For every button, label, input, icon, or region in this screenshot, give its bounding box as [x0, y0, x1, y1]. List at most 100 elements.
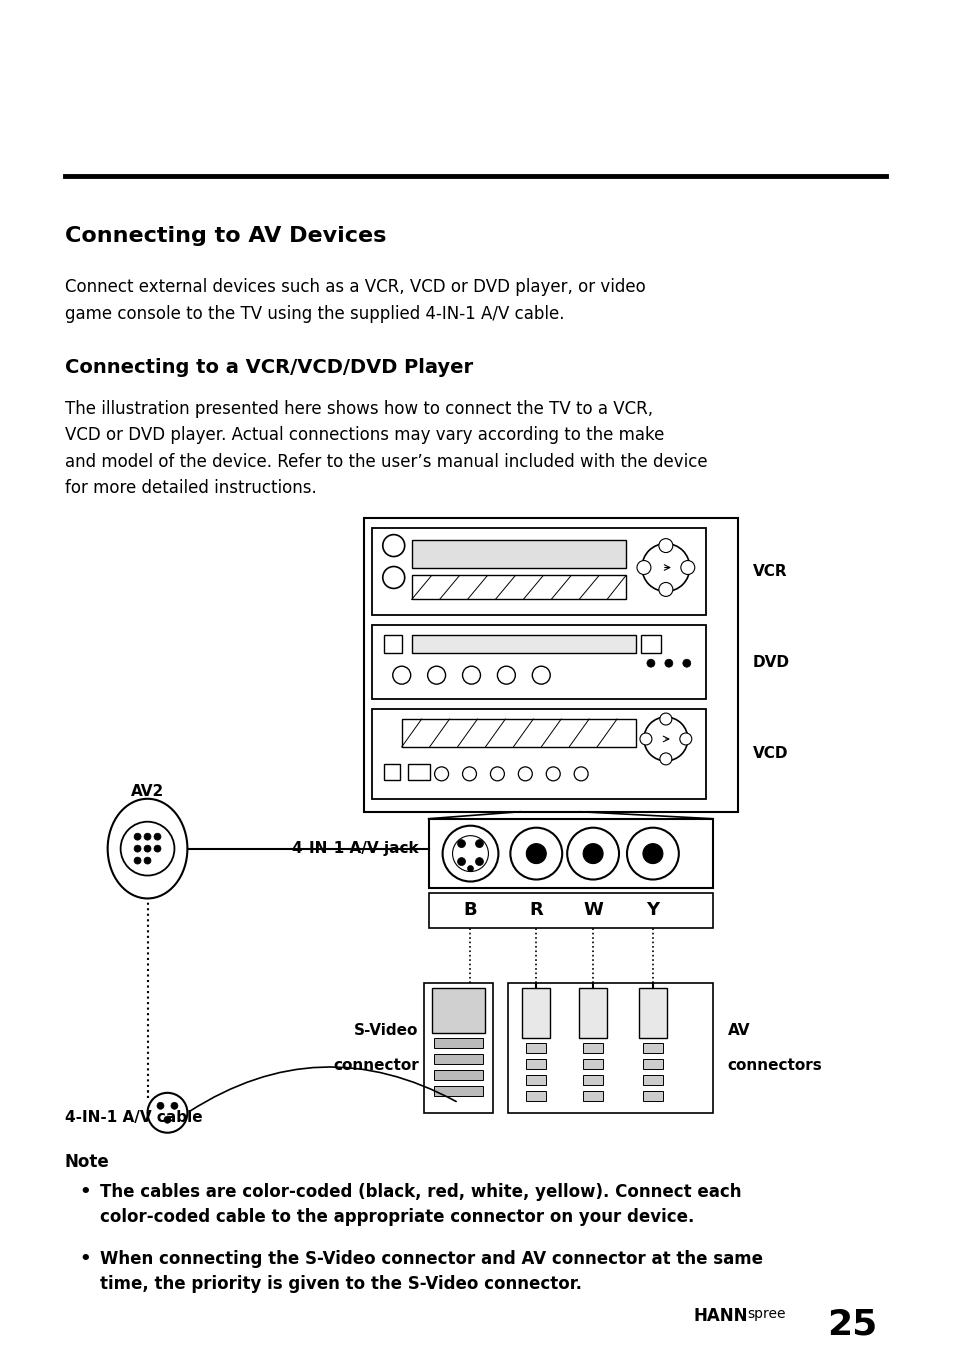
Bar [372, 626, 705, 699]
Circle shape [642, 844, 662, 864]
Text: W: W [582, 902, 602, 919]
Circle shape [457, 857, 465, 865]
Ellipse shape [108, 799, 187, 899]
Circle shape [497, 667, 515, 684]
Bar [434, 1069, 483, 1080]
Text: AV: AV [727, 1023, 749, 1038]
Circle shape [467, 865, 473, 872]
Circle shape [153, 833, 161, 840]
Circle shape [457, 840, 465, 848]
Bar [582, 1091, 602, 1101]
Bar [431, 988, 485, 1033]
Text: 4-IN-1 A/V jack: 4-IN-1 A/V jack [292, 841, 418, 856]
Bar [401, 719, 636, 746]
Circle shape [682, 660, 690, 667]
Text: 25: 25 [826, 1307, 877, 1341]
Circle shape [157, 1102, 164, 1109]
Circle shape [452, 836, 488, 872]
Text: spree: spree [747, 1307, 785, 1321]
Bar [642, 1091, 662, 1101]
Bar [383, 635, 401, 653]
Circle shape [393, 667, 410, 684]
Text: VCD: VCD [752, 746, 787, 761]
Circle shape [153, 845, 161, 852]
Bar [582, 1075, 602, 1084]
Circle shape [664, 660, 672, 667]
Text: connector: connector [333, 1059, 418, 1073]
Circle shape [462, 767, 476, 781]
Bar [526, 1091, 546, 1101]
Circle shape [659, 713, 671, 725]
Circle shape [475, 857, 483, 865]
Circle shape [171, 1102, 178, 1109]
Circle shape [148, 1092, 187, 1133]
Bar [428, 894, 712, 929]
Circle shape [435, 767, 448, 781]
Bar [412, 539, 625, 568]
Bar [363, 518, 737, 811]
Bar [423, 983, 493, 1113]
Bar [522, 988, 550, 1038]
Bar [640, 635, 660, 653]
Bar [582, 1042, 602, 1053]
Circle shape [643, 717, 687, 761]
Circle shape [144, 857, 151, 864]
Circle shape [510, 827, 561, 880]
Circle shape [582, 844, 602, 864]
Circle shape [659, 753, 671, 765]
Text: •: • [80, 1251, 91, 1268]
Text: Connecting to AV Devices: Connecting to AV Devices [65, 226, 386, 246]
Text: •: • [80, 1183, 91, 1201]
Bar [434, 1055, 483, 1064]
Text: Connect external devices such as a VCR, VCD or DVD player, or video
game console: Connect external devices such as a VCR, … [65, 279, 645, 323]
Text: R: R [529, 902, 542, 919]
Circle shape [382, 566, 404, 588]
Bar [407, 764, 429, 780]
Text: The cables are color-coded (black, red, white, yellow). Connect each
color-coded: The cables are color-coded (black, red, … [99, 1183, 740, 1225]
Circle shape [475, 840, 483, 848]
Circle shape [134, 857, 141, 864]
Circle shape [134, 833, 141, 840]
Bar [508, 983, 712, 1113]
Text: When connecting the S-Video connector and AV connector at the same
time, the pri: When connecting the S-Video connector an… [99, 1251, 761, 1294]
Bar [578, 988, 606, 1038]
Text: The illustration presented here shows how to connect the TV to a VCR,
VCD or DVD: The illustration presented here shows ho… [65, 400, 707, 498]
Circle shape [679, 733, 691, 745]
Bar [642, 1075, 662, 1084]
Circle shape [659, 583, 672, 596]
Bar [642, 1042, 662, 1053]
Bar [372, 708, 705, 799]
Bar [383, 764, 399, 780]
Circle shape [659, 538, 672, 553]
Circle shape [164, 1117, 171, 1124]
Bar [639, 988, 666, 1038]
Text: DVD: DVD [752, 654, 789, 669]
Bar [372, 527, 705, 615]
Circle shape [462, 667, 480, 684]
Bar [582, 1059, 602, 1069]
Bar [412, 576, 625, 599]
Circle shape [637, 561, 650, 575]
Text: Connecting to a VCR/VCD/DVD Player: Connecting to a VCR/VCD/DVD Player [65, 358, 473, 377]
Bar [412, 635, 636, 653]
Text: Note: Note [65, 1153, 110, 1171]
Circle shape [144, 833, 151, 840]
Circle shape [134, 845, 141, 852]
Circle shape [442, 826, 497, 882]
Text: 4-IN-1 A/V cable: 4-IN-1 A/V cable [65, 1110, 202, 1125]
Circle shape [120, 822, 174, 876]
Circle shape [567, 827, 618, 880]
Circle shape [680, 561, 694, 575]
Circle shape [574, 767, 587, 781]
Text: B: B [463, 902, 476, 919]
Circle shape [526, 844, 546, 864]
Bar [434, 1086, 483, 1096]
Text: HANN: HANN [693, 1307, 747, 1325]
Bar [428, 819, 712, 888]
Circle shape [517, 767, 532, 781]
Circle shape [646, 660, 654, 667]
Text: connectors: connectors [727, 1059, 821, 1073]
Bar [526, 1059, 546, 1069]
Text: AV2: AV2 [131, 784, 164, 799]
Text: S-Video: S-Video [354, 1023, 418, 1038]
